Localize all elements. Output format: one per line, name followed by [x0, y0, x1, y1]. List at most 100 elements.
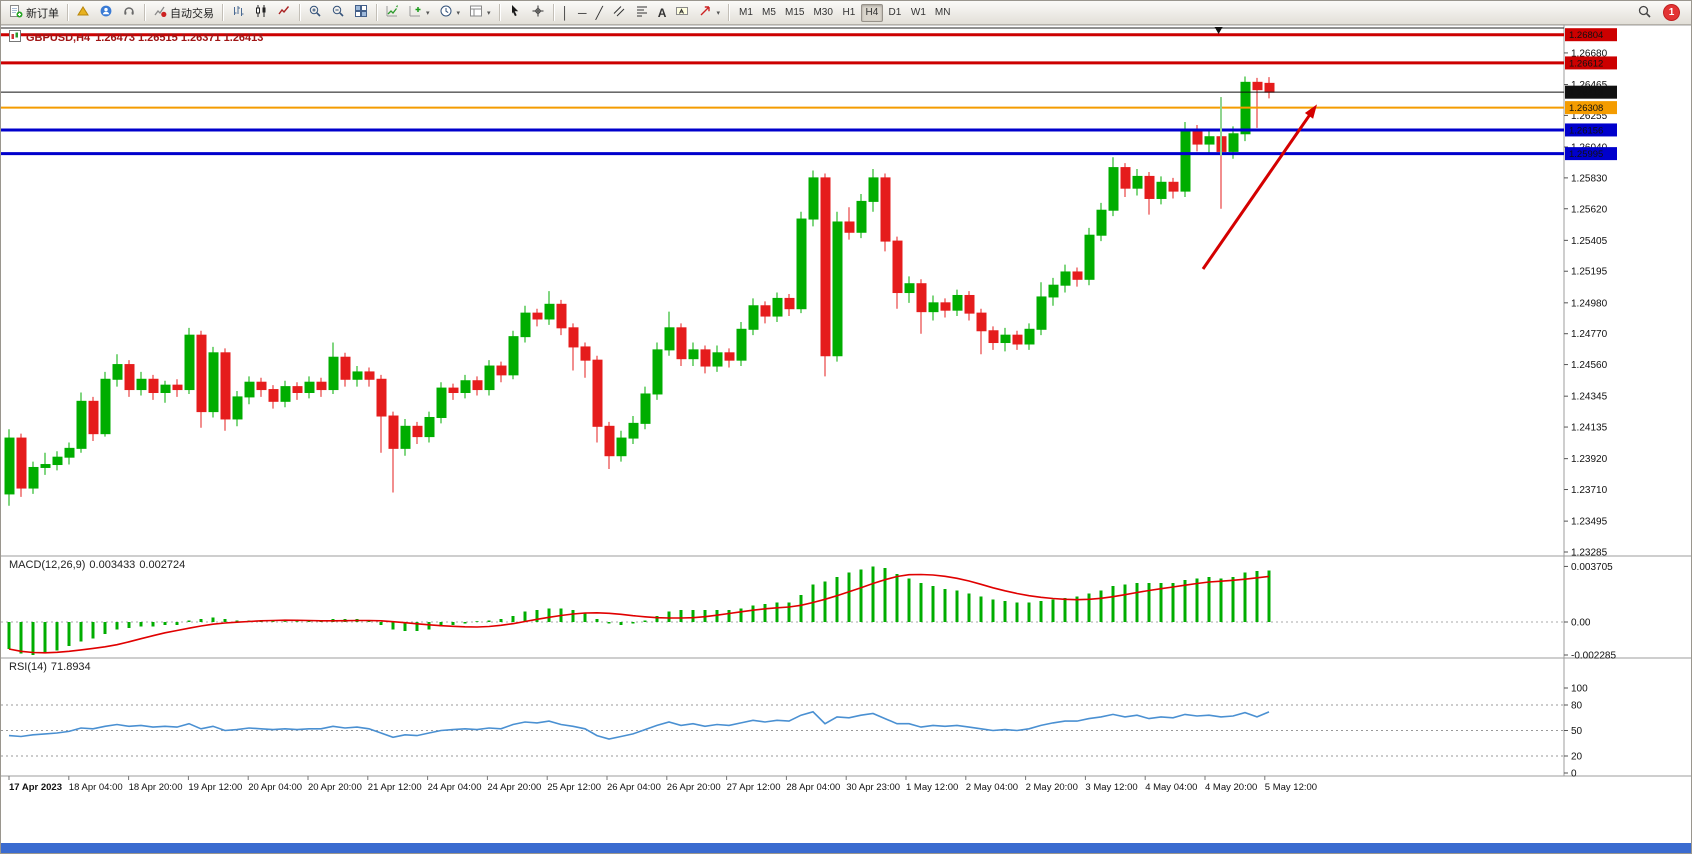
macd-histogram-bar: [475, 621, 479, 622]
candle: [904, 276, 915, 303]
candle: [568, 323, 579, 371]
candle: [76, 392, 87, 453]
autotrade-button[interactable]: 自动交易: [149, 3, 218, 23]
candle: [1060, 264, 1071, 293]
channel-button[interactable]: [608, 3, 630, 23]
candle: [1096, 202, 1107, 242]
horizontal-line-button[interactable]: ─: [574, 3, 591, 23]
macd-histogram-bar: [463, 622, 467, 624]
templates-icon: [469, 4, 483, 21]
macd-histogram-bar: [895, 574, 899, 622]
macd-histogram-bar: [199, 619, 203, 622]
crosshair-button[interactable]: [527, 3, 549, 23]
candle: [16, 433, 27, 497]
macd-histogram-bar: [1015, 602, 1019, 622]
notifications-badge[interactable]: 1: [1664, 5, 1679, 20]
candle: [280, 380, 291, 408]
rsi-line: [8, 710, 1270, 740]
candle: [148, 374, 159, 400]
macd-histogram-bar: [415, 622, 419, 631]
candle: [388, 411, 399, 493]
macd-histogram-bar: [1027, 602, 1031, 622]
price-tick-label: 1.24345: [1571, 392, 1608, 403]
time-tick-label: 20 Apr 04:00: [248, 782, 302, 793]
macd-histogram-bar: [79, 622, 83, 642]
macd-histogram-bar: [883, 568, 887, 622]
macd-histogram-bar: [763, 604, 767, 622]
candle: [508, 330, 519, 380]
cursor-button[interactable]: [504, 3, 526, 23]
macd-histogram-bar: [655, 616, 659, 622]
indicators-button[interactable]: [381, 3, 403, 23]
svg-text:1.26413: 1.26413: [1569, 88, 1603, 99]
new-order-label: 新订单: [26, 7, 59, 20]
timeframe-h4-button[interactable]: H4: [860, 3, 883, 22]
macd-tick-label: 0.003705: [1571, 562, 1613, 573]
chart-canvas[interactable]: 1.266801.264651.262551.260401.258301.256…: [1, 25, 1692, 854]
candle: [304, 376, 315, 399]
time-tick-label: 28 Apr 04:00: [786, 782, 840, 793]
macd-histogram-bar: [787, 602, 791, 622]
fibonacci-button[interactable]: [631, 3, 653, 23]
macd-histogram-bar: [295, 621, 299, 622]
zoom-out-icon: [331, 4, 345, 21]
timeframe-h1-button[interactable]: H1: [838, 4, 860, 22]
trendline-button[interactable]: ╱: [592, 3, 607, 23]
macd-histogram-bar: [547, 608, 551, 622]
candle: [136, 371, 147, 396]
zoom-in-button[interactable]: [304, 3, 326, 23]
text-label-button[interactable]: [671, 3, 693, 23]
tile-windows-button[interactable]: [350, 3, 372, 23]
metaeditor-button[interactable]: [72, 3, 94, 23]
candlestick-chart-button[interactable]: [250, 3, 272, 23]
zoom-out-button[interactable]: [327, 3, 349, 23]
bar-chart-button[interactable]: [227, 3, 249, 23]
new-order-button[interactable]: 新订单: [5, 3, 63, 23]
periods-button[interactable]: ▾: [435, 3, 465, 23]
candle: [1072, 267, 1083, 287]
candle: [820, 173, 831, 377]
macd-histogram-bar: [859, 569, 863, 622]
macd-histogram-bar: [67, 622, 71, 646]
timeframe-m30-button[interactable]: M30: [809, 4, 836, 22]
trend-arrow-line[interactable]: [1201, 108, 1315, 270]
vertical-line-button[interactable]: │: [558, 3, 574, 23]
price-tick-label: 1.24770: [1571, 329, 1608, 340]
templates-button[interactable]: ▾: [465, 3, 495, 23]
market-button[interactable]: [95, 3, 117, 23]
timeframe-d1-button[interactable]: D1: [884, 4, 906, 22]
text-button[interactable]: A: [654, 3, 671, 23]
macd-histogram-bar: [871, 566, 875, 622]
svg-text:1.26156: 1.26156: [1569, 125, 1603, 136]
price-tick-label: 1.24135: [1571, 423, 1608, 434]
macd-histogram-bar: [1039, 601, 1043, 622]
timeframe-m1-button[interactable]: M1: [735, 4, 757, 22]
candle: [1132, 169, 1143, 196]
search-button[interactable]: [1633, 3, 1656, 23]
svg-text:1.26612: 1.26612: [1569, 58, 1603, 69]
price-tick-label: 1.25830: [1571, 173, 1608, 184]
candle: [940, 298, 951, 318]
timeframe-mn-button[interactable]: MN: [931, 4, 955, 22]
bottom-scrollbar[interactable]: [1, 843, 1692, 854]
price-tick-label: 1.25195: [1571, 267, 1608, 278]
macd-histogram-bar: [235, 620, 239, 622]
timeframe-m5-button[interactable]: M5: [758, 4, 780, 22]
time-tick-label: 26 Apr 04:00: [607, 782, 661, 793]
candle: [124, 360, 135, 397]
macd-histogram-bar: [283, 621, 287, 622]
candle: [760, 301, 771, 324]
signals-button[interactable]: [118, 3, 140, 23]
line-chart-button[interactable]: [273, 3, 295, 23]
macd-histogram-bar: [127, 622, 131, 628]
candle: [256, 377, 267, 397]
add-indicator-button[interactable]: ▾: [404, 3, 434, 23]
price-tick-label: 1.23285: [1571, 547, 1608, 558]
timeframe-w1-button[interactable]: W1: [907, 4, 930, 22]
timeframe-m15-button[interactable]: M15: [781, 4, 808, 22]
market-icon: [99, 4, 113, 21]
arrows-button[interactable]: ▾: [694, 3, 724, 23]
price-label-box: 1.26612: [1565, 56, 1617, 70]
trendline-icon: ╱: [595, 5, 603, 20]
toolbar-separator: [498, 4, 500, 21]
